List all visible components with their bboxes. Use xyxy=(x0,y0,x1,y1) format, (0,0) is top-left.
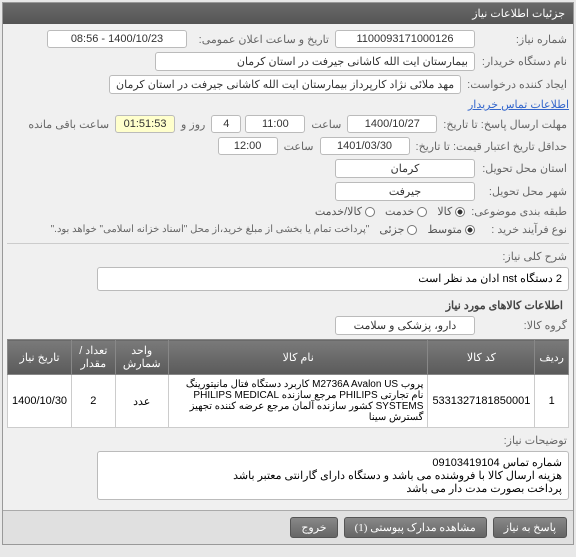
radio-option[interactable]: متوسط xyxy=(427,223,475,236)
province-value: کرمان xyxy=(335,159,475,178)
time-label-1: ساعت xyxy=(309,118,343,131)
respond-button[interactable]: پاسخ به نیاز xyxy=(493,517,567,538)
deadline-time: 11:00 xyxy=(245,115,305,133)
table-cell: 1400/10/30 xyxy=(8,375,72,428)
announce-value: 1400/10/23 - 08:56 xyxy=(47,30,187,48)
group-value: دارو، پزشکی و سلامت xyxy=(335,316,475,335)
table-cell: 1 xyxy=(535,375,569,428)
table-cell: 5331327181850001 xyxy=(428,375,535,428)
remain-text: ساعت باقی مانده xyxy=(26,118,111,131)
desc-label: شرح کلی نیاز: xyxy=(479,250,569,263)
radio-label: جزئی xyxy=(379,223,404,236)
deadline-label: مهلت ارسال پاسخ: تا تاریخ: xyxy=(441,118,569,131)
items-section-title: اطلاعات کالاهای مورد نیاز xyxy=(7,295,569,316)
category-radio-group: کالا خدمت کالا/خدمت xyxy=(315,205,465,218)
announce-label: تاریخ و ساعت اعلان عمومی: xyxy=(191,33,331,46)
table-header: ردیف xyxy=(535,340,569,375)
table-header: تعداد / مقدار xyxy=(72,340,115,375)
table-cell: عدد xyxy=(115,375,168,428)
radio-label: کالا xyxy=(437,205,452,218)
city-value: جیرفت xyxy=(335,182,475,201)
credit-date: 1401/03/30 xyxy=(320,137,410,155)
radio-option[interactable]: کالا xyxy=(437,205,465,218)
need-number-label: شماره نیاز: xyxy=(479,33,569,46)
days-left: 4 xyxy=(211,115,241,133)
table-cell: پروب M2736A Avalon US کاربرد دستگاه فتال… xyxy=(168,375,427,428)
attachments-button[interactable]: مشاهده مدارک پیوستی (1) xyxy=(344,517,487,538)
main-panel: جزئیات اطلاعات نیاز شماره نیاز: 11000931… xyxy=(2,2,574,545)
radio-label: متوسط xyxy=(427,223,462,236)
credit-label: حداقل تاریخ اعتبار قیمت: تا تاریخ: xyxy=(414,140,569,153)
credit-time: 12:00 xyxy=(218,137,278,155)
province-label: استان محل تحویل: xyxy=(479,162,569,175)
deadline-date: 1400/10/27 xyxy=(347,115,437,133)
radio-dot-icon xyxy=(407,225,417,235)
table-header: تاریخ نیاز xyxy=(8,340,72,375)
contact-link[interactable]: اطلاعات تماس خریدار xyxy=(468,98,569,111)
radio-option[interactable]: کالا/خدمت xyxy=(315,205,375,218)
table-header: واحد شمارش xyxy=(115,340,168,375)
notes-label: توضیحات نیاز: xyxy=(479,434,569,447)
panel-body: شماره نیاز: 1100093171000126 تاریخ و ساع… xyxy=(3,24,573,510)
creator-value: مهد ملائی نژاد کارپرداز بیمارستان ایت ال… xyxy=(109,75,461,94)
category-label: طبقه بندی موضوعی: xyxy=(469,205,569,218)
buyer-value: بیمارستان ایت الله کاشانی جیرفت در استان… xyxy=(155,52,475,71)
panel-title: جزئیات اطلاعات نیاز xyxy=(3,3,573,24)
creator-label: ایجاد کننده درخواست: xyxy=(465,78,569,91)
table-row: 15331327181850001پروب M2736A Avalon US ک… xyxy=(8,375,569,428)
radio-dot-icon xyxy=(417,207,427,217)
table-header: نام کالا xyxy=(168,340,427,375)
table-cell: 2 xyxy=(72,375,115,428)
radio-label: خدمت xyxy=(385,205,414,218)
need-number-value: 1100093171000126 xyxy=(335,30,475,48)
city-label: شهر محل تحویل: xyxy=(479,185,569,198)
days-text: روز و xyxy=(179,118,207,131)
radio-dot-icon xyxy=(465,225,475,235)
close-button[interactable]: خروج xyxy=(290,517,337,538)
items-table: ردیفکد کالانام کالاواحد شمارشتعداد / مقد… xyxy=(7,339,569,428)
time-label-2: ساعت xyxy=(282,140,316,153)
desc-text: 2 دستگاه nst ادان مد نظر است xyxy=(97,267,569,291)
buyer-label: نام دستگاه خریدار: xyxy=(479,55,569,68)
footer-bar: پاسخ به نیاز مشاهده مدارک پیوستی (1) خرو… xyxy=(3,510,573,544)
time-left: 01:51:53 xyxy=(115,115,175,133)
radio-dot-icon xyxy=(455,207,465,217)
buytype-label: نوع فرآیند خرید : xyxy=(479,223,569,236)
buytype-radio-group: متوسط جزئی xyxy=(379,223,475,236)
table-header: کد کالا xyxy=(428,340,535,375)
notes-text: شماره تماس 09103419104هزینه ارسال کالا ب… xyxy=(97,451,569,500)
radio-dot-icon xyxy=(365,207,375,217)
payment-note: "پرداخت تمام یا بخشی از مبلغ خرید،از محل… xyxy=(45,222,376,237)
radio-option[interactable]: خدمت xyxy=(385,205,427,218)
radio-label: کالا/خدمت xyxy=(315,205,362,218)
radio-option[interactable]: جزئی xyxy=(379,223,417,236)
group-label: گروه کالا: xyxy=(479,319,569,332)
